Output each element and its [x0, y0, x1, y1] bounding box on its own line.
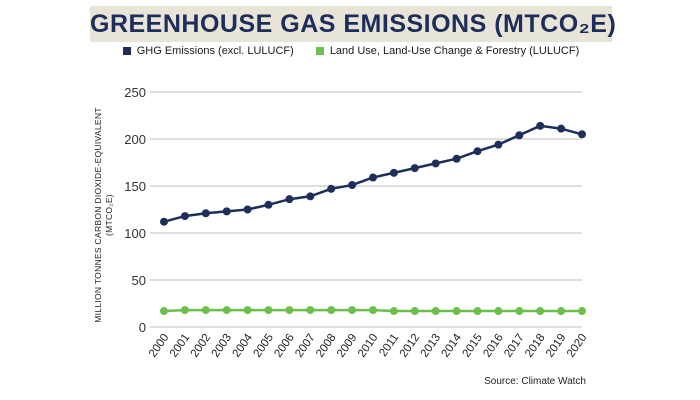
y-tick-label: 0: [139, 320, 146, 335]
x-tick-label: 2020: [565, 332, 590, 360]
data-point-1-2010: [369, 306, 377, 315]
data-point-1-2020: [578, 307, 586, 316]
data-point-1-2009: [348, 306, 357, 315]
data-point-1-2006: [285, 306, 294, 315]
x-tick-label: 2017: [502, 332, 527, 360]
x-axis-ticks: 2000200120022003200420052006200720082009…: [147, 331, 590, 359]
x-tick-label: 2010: [356, 332, 381, 360]
x-tick-label: 2007: [293, 332, 318, 360]
data-point-0-2012: [410, 164, 419, 173]
x-tick-label: 2006: [272, 332, 297, 360]
data-point-1-2012: [410, 307, 419, 316]
x-tick-label: 2003: [210, 332, 235, 360]
data-point-0-2017: [515, 131, 524, 140]
data-point-1-2001: [180, 306, 189, 315]
data-point-0-2006: [285, 195, 294, 204]
data-point-1-2005: [264, 306, 273, 315]
data-point-1-2016: [494, 307, 503, 316]
data-point-1-2004: [243, 306, 252, 315]
legend-label-ghg: GHG Emissions (excl. LULUCF): [136, 45, 294, 57]
x-tick-label: 2009: [335, 332, 360, 360]
y-tick-label: 200: [124, 132, 146, 147]
data-point-1-2015: [473, 307, 482, 316]
chart-title: GREENHOUSE GAS EMISSIONS (MTCO₂E): [90, 10, 617, 38]
x-tick-label: 2012: [398, 332, 423, 360]
data-point-1-2008: [327, 306, 336, 315]
legend: GHG Emissions (excl. LULUCF) Land Use, L…: [90, 43, 612, 59]
data-point-0-2010: [369, 173, 377, 182]
x-tick-label: 2013: [419, 332, 444, 360]
x-tick-label: 2002: [189, 332, 214, 360]
data-point-0-2019: [557, 124, 566, 133]
data-point-1-2000: [160, 307, 168, 316]
x-tick-label: 2014: [440, 331, 465, 359]
data-point-0-2005: [264, 200, 273, 209]
y-axis-ticks: 0 50 100 150 200 250: [124, 85, 146, 335]
data-point-0-2016: [494, 140, 503, 149]
y-tick-label: 250: [124, 85, 146, 100]
legend-item-ghg: GHG Emissions (excl. LULUCF): [122, 45, 294, 57]
legend-swatch-ghg: [122, 47, 131, 55]
x-tick-label: 2015: [460, 332, 485, 360]
data-point-0-2003: [222, 207, 231, 216]
x-tick-label: 2005: [251, 332, 276, 360]
x-tick-label: 2004: [231, 331, 256, 359]
x-tick-label: 2011: [377, 332, 401, 359]
data-point-0-2000: [160, 217, 168, 226]
data-point-0-2002: [201, 209, 210, 218]
title-band: [90, 6, 612, 42]
data-point-0-2007: [306, 192, 315, 201]
data-point-1-2013: [431, 307, 440, 316]
data-point-1-2002: [201, 306, 210, 315]
data-point-0-2018: [536, 121, 545, 130]
data-point-0-2014: [452, 154, 461, 163]
y-axis-unit: (MTCO₂E): [104, 194, 114, 236]
data-point-0-2004: [243, 205, 252, 214]
source-note: Source: Climate Watch: [484, 376, 586, 387]
data-point-1-2014: [452, 307, 461, 316]
data-point-0-2009: [348, 181, 357, 190]
legend-swatch-lulucf: [315, 47, 324, 55]
data-point-1-2017: [515, 307, 524, 316]
x-tick-label: 2001: [168, 332, 193, 360]
data-point-0-2011: [389, 168, 398, 177]
data-point-1-2011: [389, 307, 398, 316]
y-tick-label: 100: [124, 226, 146, 241]
x-tick-label: 2000: [147, 332, 172, 360]
data-point-0-2001: [180, 212, 189, 221]
x-tick-label: 2018: [523, 332, 548, 360]
series-points: [160, 121, 586, 316]
x-tick-label: 2016: [481, 332, 506, 360]
data-point-0-2008: [327, 184, 336, 193]
data-point-0-2015: [473, 147, 482, 156]
y-axis-label: MILLION TONNES CARBON DIOXIDE-EQUIVALENT: [93, 107, 103, 323]
data-point-0-2013: [431, 159, 440, 168]
data-point-1-2019: [557, 307, 566, 316]
data-point-1-2018: [536, 307, 545, 316]
legend-item-lulucf: Land Use, Land-Use Change & Forestry (LU…: [315, 45, 580, 57]
legend-label-lulucf: Land Use, Land-Use Change & Forestry (LU…: [329, 45, 580, 57]
data-point-1-2003: [222, 306, 231, 315]
y-tick-label: 150: [124, 179, 146, 194]
series-lines: [163, 124, 583, 313]
x-tick-label: 2008: [314, 332, 339, 360]
data-point-0-2020: [578, 130, 586, 139]
y-tick-label: 50: [132, 273, 146, 288]
data-point-1-2007: [306, 306, 315, 315]
x-tick-label: 2019: [544, 332, 569, 360]
gridlines: [150, 91, 582, 328]
